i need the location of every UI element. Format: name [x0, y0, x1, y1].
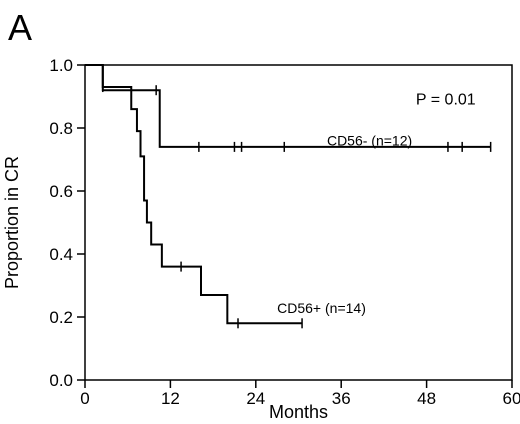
- x-tick-label: 36: [332, 389, 351, 408]
- y-axis-label: Proportion in CR: [2, 156, 22, 289]
- y-tick-label: 0.2: [49, 308, 73, 327]
- x-tick-label: 12: [161, 389, 180, 408]
- x-tick-label: 24: [246, 389, 265, 408]
- x-axis-label: Months: [269, 402, 328, 422]
- y-tick-label: 0.6: [49, 182, 73, 201]
- panel-label: A: [8, 7, 32, 48]
- series-1: CD56- (n=12): [85, 64, 492, 152]
- y-axis: 0.0 0.2 0.4 0.6 0.8 1.0: [49, 56, 85, 390]
- plot-frame: [84, 64, 513, 381]
- x-tick-label: 0: [80, 389, 89, 408]
- p-value-annotation: P = 0.01: [416, 91, 476, 108]
- x-axis: 0 12 24 36 48 60: [80, 380, 520, 408]
- y-tick-label: 1.0: [49, 56, 73, 75]
- y-tick-label: 0.4: [49, 245, 73, 264]
- y-tick-label: 0.0: [49, 371, 73, 390]
- x-tick-label: 60: [503, 389, 520, 408]
- y-tick-label: 0.8: [49, 119, 73, 138]
- series-layer: CD56- (n=12) CD56+ (n=14): [85, 64, 492, 329]
- series-2: CD56+ (n=14): [85, 64, 366, 329]
- x-tick-label: 48: [417, 389, 436, 408]
- series-1-label: CD56- (n=12): [327, 132, 412, 148]
- series-2-label: CD56+ (n=14): [277, 300, 366, 316]
- series-2-curve: [85, 64, 303, 325]
